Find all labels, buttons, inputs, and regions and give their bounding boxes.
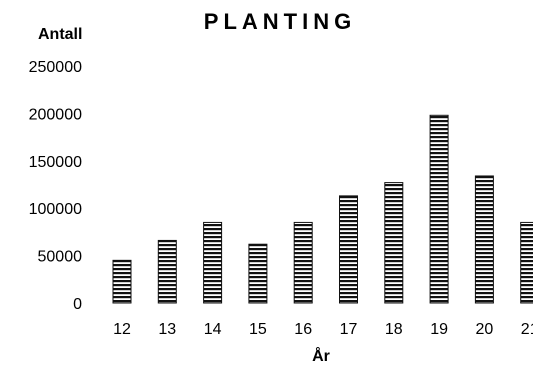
x-tick-label: 14	[204, 321, 222, 338]
y-tick-label: 100000	[29, 201, 82, 218]
y-axis-ticks: 0 50000 100000 150000 200000 250000	[29, 59, 82, 313]
bar	[339, 195, 358, 304]
y-tick-label: 0	[73, 296, 82, 313]
y-tick-label: 150000	[29, 154, 82, 171]
bar	[429, 114, 449, 304]
chart-title: PLANTING	[204, 9, 356, 34]
y-axis-label: Antall	[38, 26, 82, 43]
y-tick-label: 250000	[29, 59, 82, 76]
x-tick-label: 12	[113, 321, 131, 338]
bars	[112, 114, 533, 304]
bar	[384, 182, 404, 304]
bar	[293, 221, 313, 304]
x-tick-label: 16	[294, 321, 312, 338]
x-axis-ticks: 12 13 14 15 16 17 18 19 20 21	[113, 321, 533, 338]
bar	[248, 243, 268, 304]
x-tick-label: 19	[430, 321, 448, 338]
x-tick-label: 21	[521, 321, 533, 338]
x-tick-label: 15	[249, 321, 267, 338]
x-axis-label: År	[312, 346, 330, 365]
bar	[203, 221, 223, 304]
bar	[520, 221, 533, 304]
bar	[157, 239, 177, 304]
y-tick-label: 200000	[29, 106, 82, 123]
x-tick-label: 18	[385, 321, 403, 338]
y-tick-label: 50000	[38, 249, 83, 266]
x-tick-label: 17	[340, 321, 358, 338]
bar	[112, 259, 132, 304]
bar	[474, 175, 494, 304]
x-tick-label: 13	[158, 321, 176, 338]
x-tick-label: 20	[476, 321, 494, 338]
